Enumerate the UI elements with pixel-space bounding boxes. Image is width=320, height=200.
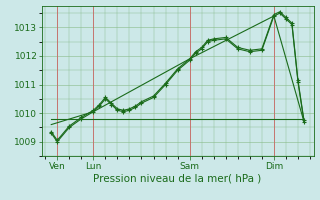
X-axis label: Pression niveau de la mer( hPa ): Pression niveau de la mer( hPa ) <box>93 173 262 183</box>
